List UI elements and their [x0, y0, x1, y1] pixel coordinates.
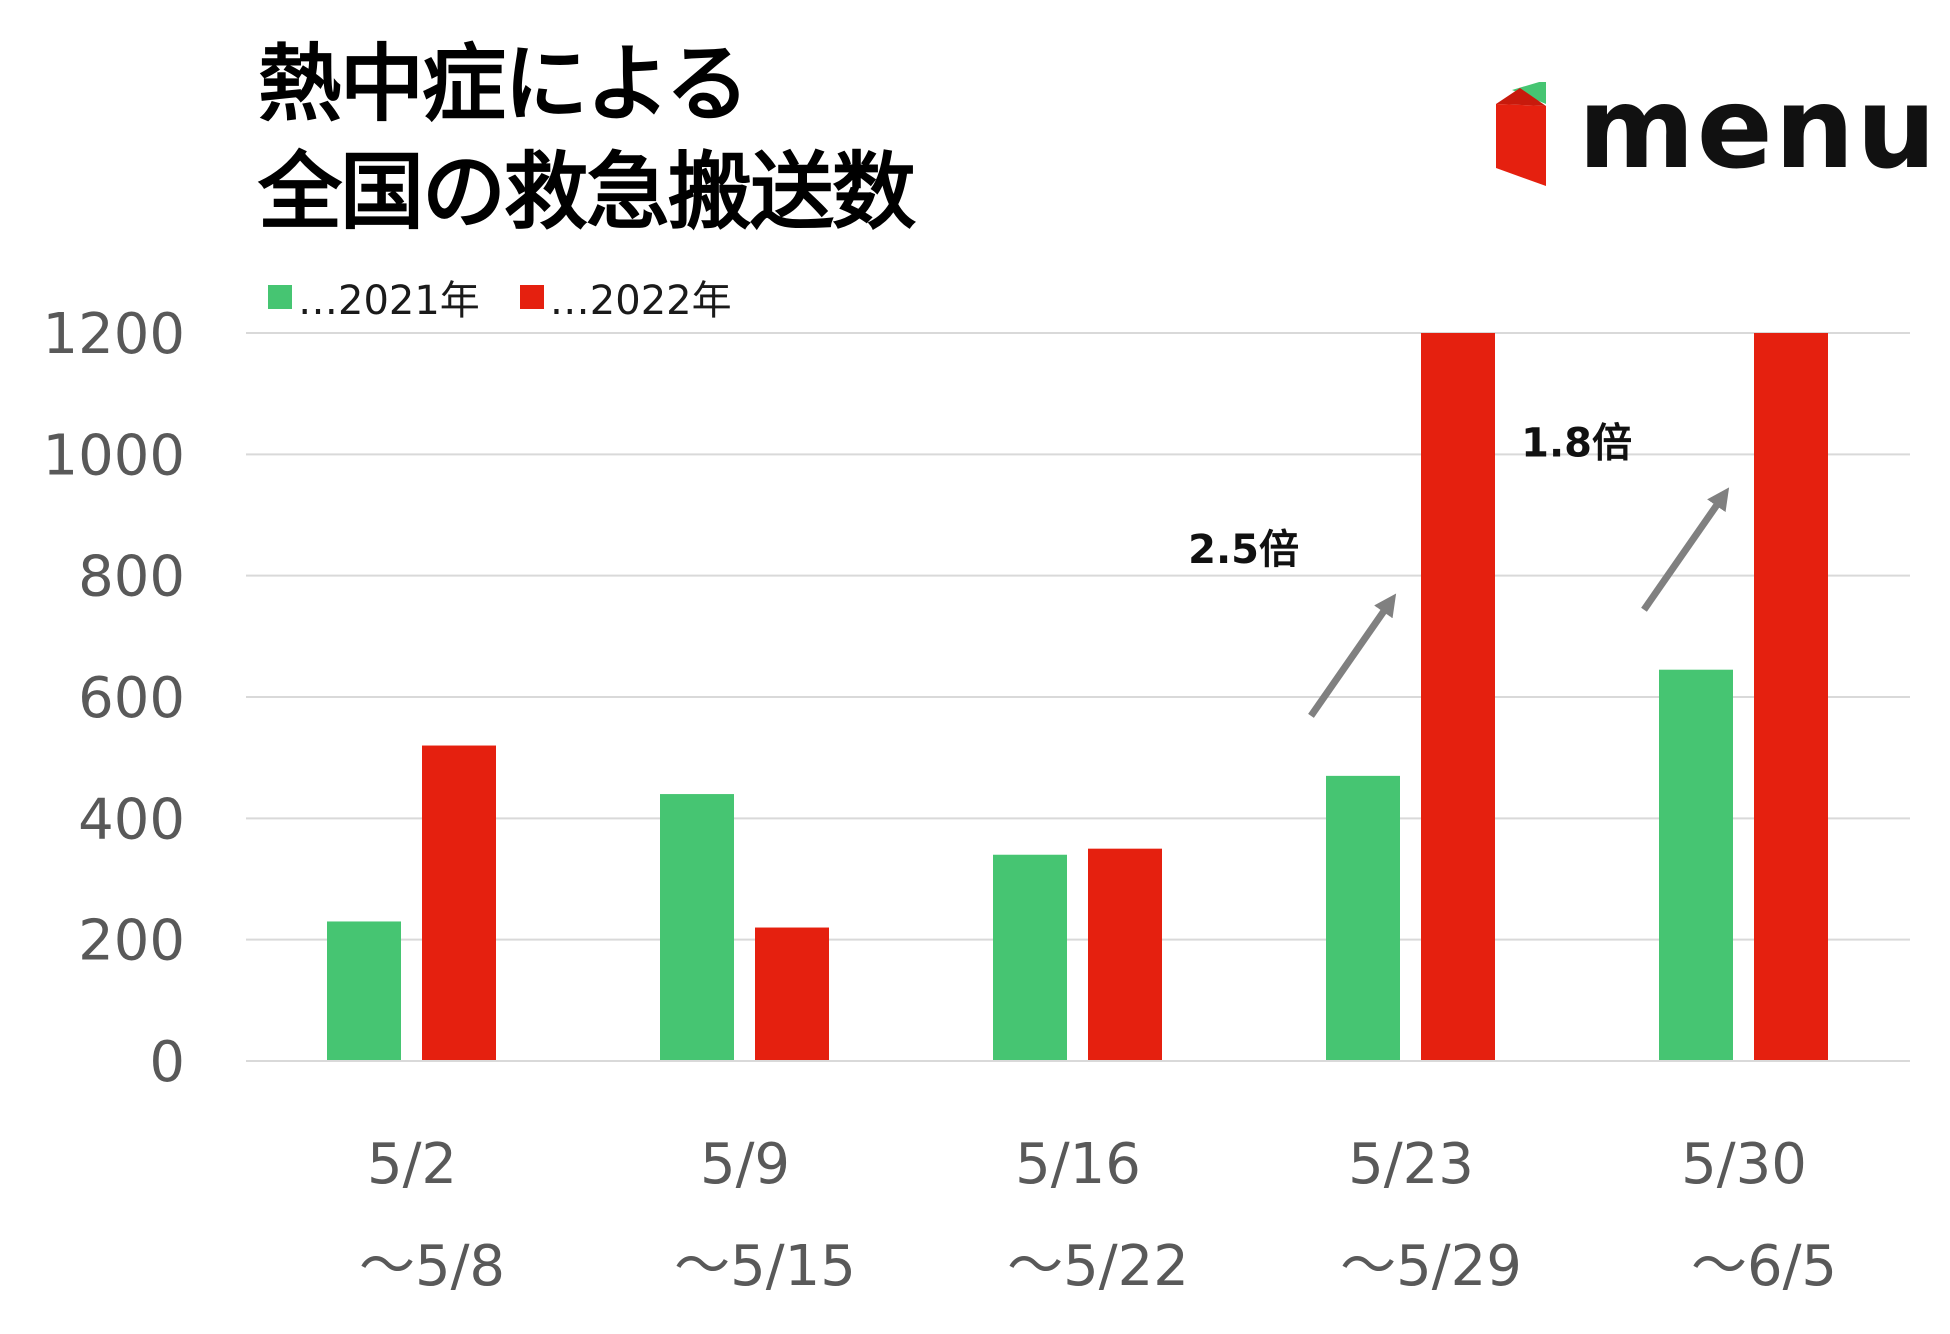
y-tick-label: 1000 — [42, 423, 185, 488]
logo-wordmark: menu — [1578, 64, 1939, 194]
x-tick-label-range: ～5/29 — [1340, 1234, 1522, 1299]
bar-2022 — [1088, 848, 1162, 1061]
y-tick-label: 400 — [78, 787, 185, 852]
bar-2021 — [1659, 669, 1733, 1061]
annotation-arrow — [1641, 487, 1730, 612]
y-tick-label: 600 — [78, 666, 185, 731]
chart-title-line2: 全国の救急搬送数 — [258, 143, 916, 241]
chart-title: 熱中症による 全国の救急搬送数 — [258, 30, 916, 246]
y-tick-label: 200 — [78, 909, 185, 974]
legend: …2021年 …2022年 — [268, 272, 772, 324]
menu-logo: menu — [1490, 64, 1936, 194]
x-tick-label: 5/30 — [1681, 1132, 1807, 1197]
chart-title-line1: 熱中症による — [258, 35, 749, 133]
legend-label-2022: …2022年 — [549, 278, 732, 324]
annotation-label: 1.8倍 — [1521, 421, 1632, 467]
x-tick-label: 5/2 — [367, 1132, 457, 1197]
annotation-arrow — [1308, 593, 1397, 718]
legend-label-2021: …2021年 — [298, 278, 480, 324]
bar-2021 — [993, 854, 1067, 1061]
y-tick-label: 1200 — [42, 302, 185, 367]
bar-2021 — [660, 794, 734, 1061]
menu-brand-icon — [1496, 80, 1546, 186]
legend-item-2022: …2022年 — [519, 268, 732, 326]
legend-swatch-2021 — [268, 285, 292, 309]
y-tick-label: 0 — [149, 1030, 185, 1095]
x-tick-label-range: ～5/8 — [359, 1234, 505, 1299]
bar-2022 — [1754, 333, 1828, 1061]
x-tick-label: 5/16 — [1015, 1132, 1141, 1197]
bar-2022 — [1421, 333, 1495, 1061]
x-tick-label-range: ～5/15 — [674, 1234, 856, 1299]
legend-swatch-2022 — [519, 285, 544, 309]
bar-2021 — [327, 921, 401, 1061]
annotation-label: 2.5倍 — [1188, 527, 1299, 573]
x-tick-label: 5/9 — [700, 1132, 790, 1197]
bar-2022 — [422, 745, 496, 1061]
y-tick-label: 800 — [78, 545, 185, 610]
x-tick-label: 5/23 — [1348, 1132, 1474, 1197]
bar-2022 — [755, 927, 829, 1061]
x-tick-label-range: ～6/5 — [1691, 1234, 1837, 1299]
bar-2021 — [1326, 775, 1400, 1061]
x-tick-label-range: ～5/22 — [1007, 1234, 1189, 1299]
legend-item-2021: …2021年 — [268, 268, 480, 326]
